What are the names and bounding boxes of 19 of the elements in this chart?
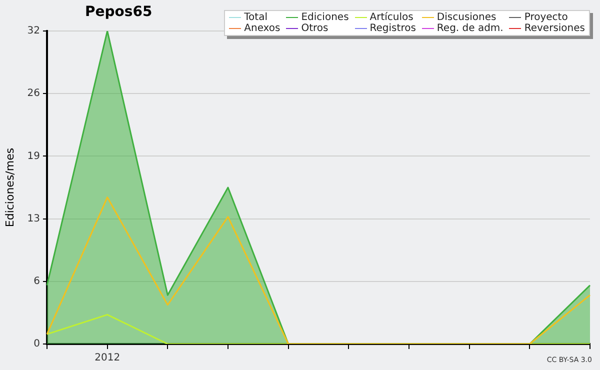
y-tick-label: 6 (34, 276, 40, 287)
legend-label: Registros (370, 23, 416, 34)
y-tick-label: 13 (27, 213, 40, 224)
y-tick-label: 32 (27, 26, 40, 37)
y-tick-label: 19 (27, 150, 40, 162)
legend-label: Ediciones (301, 12, 349, 23)
y-axis-title: Ediciones/mes (3, 148, 16, 228)
legend-label: Otros (301, 23, 328, 34)
legend-label: Discusiones (436, 12, 496, 23)
y-tick-label: 0 (34, 338, 40, 350)
legend-label: Reversiones (524, 23, 585, 34)
y-tick-label: 26 (27, 88, 40, 100)
legend-label: Reg. de adm. (436, 23, 504, 34)
legend-label: Anexos (244, 23, 280, 34)
legend-label: Artículos (370, 12, 414, 23)
chart-title: Pepos65 (85, 4, 152, 20)
legend-label: Total (244, 12, 268, 23)
x-tick-label: 2012 (94, 352, 120, 364)
legend-label: Proyecto (524, 12, 568, 23)
